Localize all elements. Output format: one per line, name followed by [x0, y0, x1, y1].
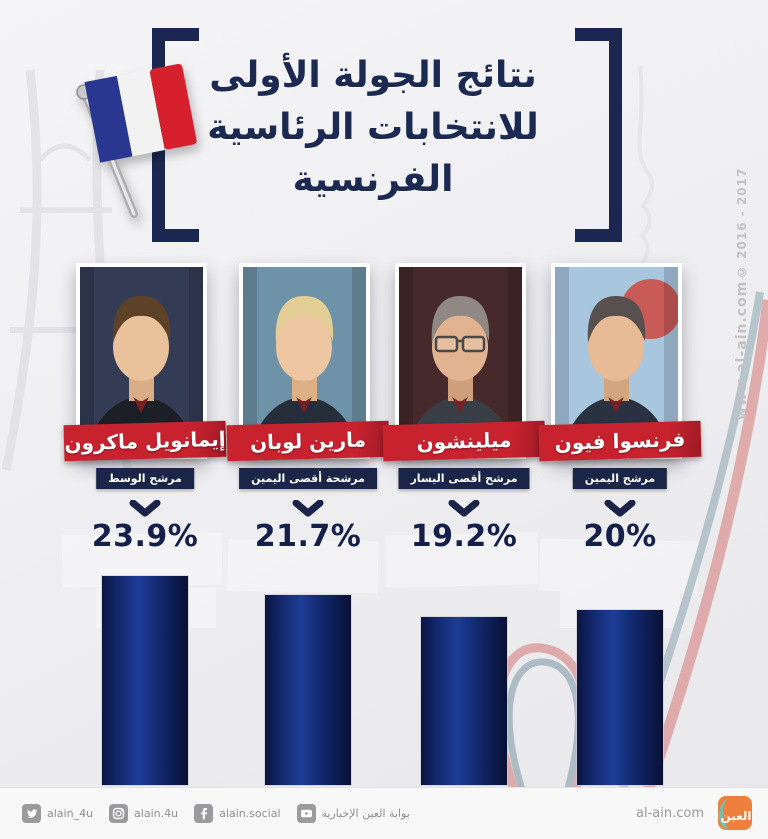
- watermark-years: © 2016 - 2017: [735, 167, 749, 279]
- candidate-name-banner: فرنسوا فيون: [538, 420, 702, 462]
- french-flag-pin-icon: [76, 64, 197, 218]
- candidate-name-banner: إيمانويل ماكرون: [63, 420, 227, 462]
- percent-label: 19.2%: [410, 519, 518, 554]
- social-handle: بوابة العين الإخبارية: [321, 807, 410, 820]
- footer-bar: alain_4u alain.4u alain.social بوابة العين …: [0, 787, 768, 839]
- youtube-icon: [296, 804, 316, 823]
- social-handle: alain.4u: [134, 807, 179, 820]
- social-row: alain_4u alain.4u alain.social بوابة العين …: [22, 804, 410, 823]
- result-bar: [102, 576, 188, 785]
- candidate-column-2: مارين لوبان مرشحة أقصى اليمين 21.7%: [223, 263, 393, 785]
- svg-text:العين: العين: [720, 809, 751, 823]
- facebook-icon: [194, 804, 214, 823]
- percent-label: 20%: [583, 519, 657, 554]
- candidate-name-banner: ميلينشون: [382, 420, 546, 462]
- candidate-role-banner: مرشح الوسط: [96, 468, 194, 489]
- candidate-role: مرشحة أقصى اليمين: [251, 472, 365, 485]
- candidate-name-banner: مارين لوبان: [226, 420, 390, 462]
- social-link-facebook[interactable]: alain.social: [194, 804, 281, 823]
- copyright-watermark: www.al-ain.com © 2016 - 2017: [734, 150, 750, 420]
- candidate-role-banner: مرشح اليمين: [572, 468, 668, 489]
- result-bar: [577, 610, 663, 785]
- candidate-column-3: ميلينشون مرشح أقصى اليسار 19.2%: [379, 263, 549, 785]
- title-bracket-right: [575, 28, 622, 242]
- candidate-role-banner: مرشحة أقصى اليمين: [239, 468, 377, 489]
- chevron-down-icon: [448, 500, 480, 517]
- candidate-name: إيمانويل ماكرون: [64, 426, 226, 456]
- chevron-down-icon: [129, 500, 161, 517]
- watermark-site: www.al-ain.com: [734, 280, 750, 420]
- instagram-icon: [109, 804, 129, 823]
- alain-logo-icon: العين: [718, 795, 752, 830]
- candidate-name: مارين لوبان: [249, 427, 367, 455]
- social-handle: alain.social: [219, 807, 281, 820]
- result-bar: [265, 595, 351, 785]
- social-link-twitter[interactable]: alain_4u: [22, 804, 93, 823]
- alain-logo[interactable]: العين: [714, 794, 754, 834]
- social-link-instagram[interactable]: alain.4u: [109, 804, 178, 823]
- title-line-2: للانتخابات الرئاسية: [207, 107, 539, 148]
- candidate-role: مرشح الوسط: [108, 472, 182, 485]
- candidate-column-4: فرنسوا فيون مرشح اليمين 20%: [535, 263, 705, 785]
- social-handle: alain_4u: [47, 807, 94, 820]
- percent-label: 23.9%: [91, 519, 199, 554]
- footer-right: al-ain.com العين: [636, 794, 754, 834]
- candidates-row: إيمانويل ماكرون مرشح الوسط 23.9% مارين ل…: [0, 263, 768, 785]
- social-link-youtube[interactable]: بوابة العين الإخبارية: [296, 804, 410, 823]
- candidate-name: فرنسوا فيون: [554, 427, 686, 455]
- result-bar: [421, 617, 507, 785]
- candidate-role-banner: مرشح أقصى اليسار: [398, 468, 530, 489]
- chevron-down-icon: [292, 500, 324, 517]
- title-line-1: نتائج الجولة الأولى: [209, 55, 537, 96]
- title-line-3: الفرنسية: [292, 159, 454, 200]
- candidate-role: مرشح أقصى اليسار: [410, 472, 518, 485]
- chevron-down-icon: [604, 500, 636, 517]
- twitter-icon: [22, 804, 41, 823]
- page-title: نتائج الجولة الأولى للانتخابات الرئاسية …: [178, 50, 568, 206]
- site-label: al-ain.com: [636, 806, 704, 821]
- percent-label: 21.7%: [254, 519, 362, 554]
- candidate-name: ميلينشون: [416, 427, 512, 455]
- candidate-role: مرشح اليمين: [584, 472, 656, 485]
- candidate-column-1: إيمانويل ماكرون مرشح الوسط 23.9%: [60, 263, 230, 785]
